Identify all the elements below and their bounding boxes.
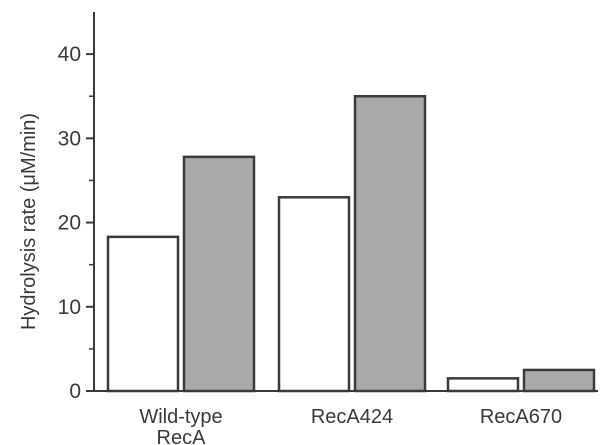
x-category-label: Wild-type bbox=[139, 406, 222, 428]
bar-gray-0 bbox=[182, 155, 256, 393]
bar-white-1 bbox=[277, 196, 351, 393]
bars bbox=[106, 94, 596, 393]
bar-white-2 bbox=[446, 377, 520, 393]
y-tick-label: 30 bbox=[58, 127, 81, 150]
x-category-label: RecA670 bbox=[480, 406, 562, 428]
bar-white-0 bbox=[106, 235, 180, 393]
labels: 0 10 20 30 40 Hydrolysis rate (μM/min) Wild-ty… bbox=[18, 43, 562, 445]
x-category-label: RecA bbox=[157, 427, 207, 445]
y-tick-label: 10 bbox=[58, 296, 81, 319]
bar-gray-1 bbox=[353, 94, 427, 393]
y-tick-label: 40 bbox=[58, 43, 81, 66]
y-tick-label: 0 bbox=[69, 380, 81, 403]
x-category-label: RecA424 bbox=[311, 406, 393, 428]
y-tick-label: 20 bbox=[58, 212, 81, 235]
y-axis-title: Hydrolysis rate (μM/min) bbox=[18, 113, 40, 330]
bar-gray-2 bbox=[522, 368, 596, 393]
